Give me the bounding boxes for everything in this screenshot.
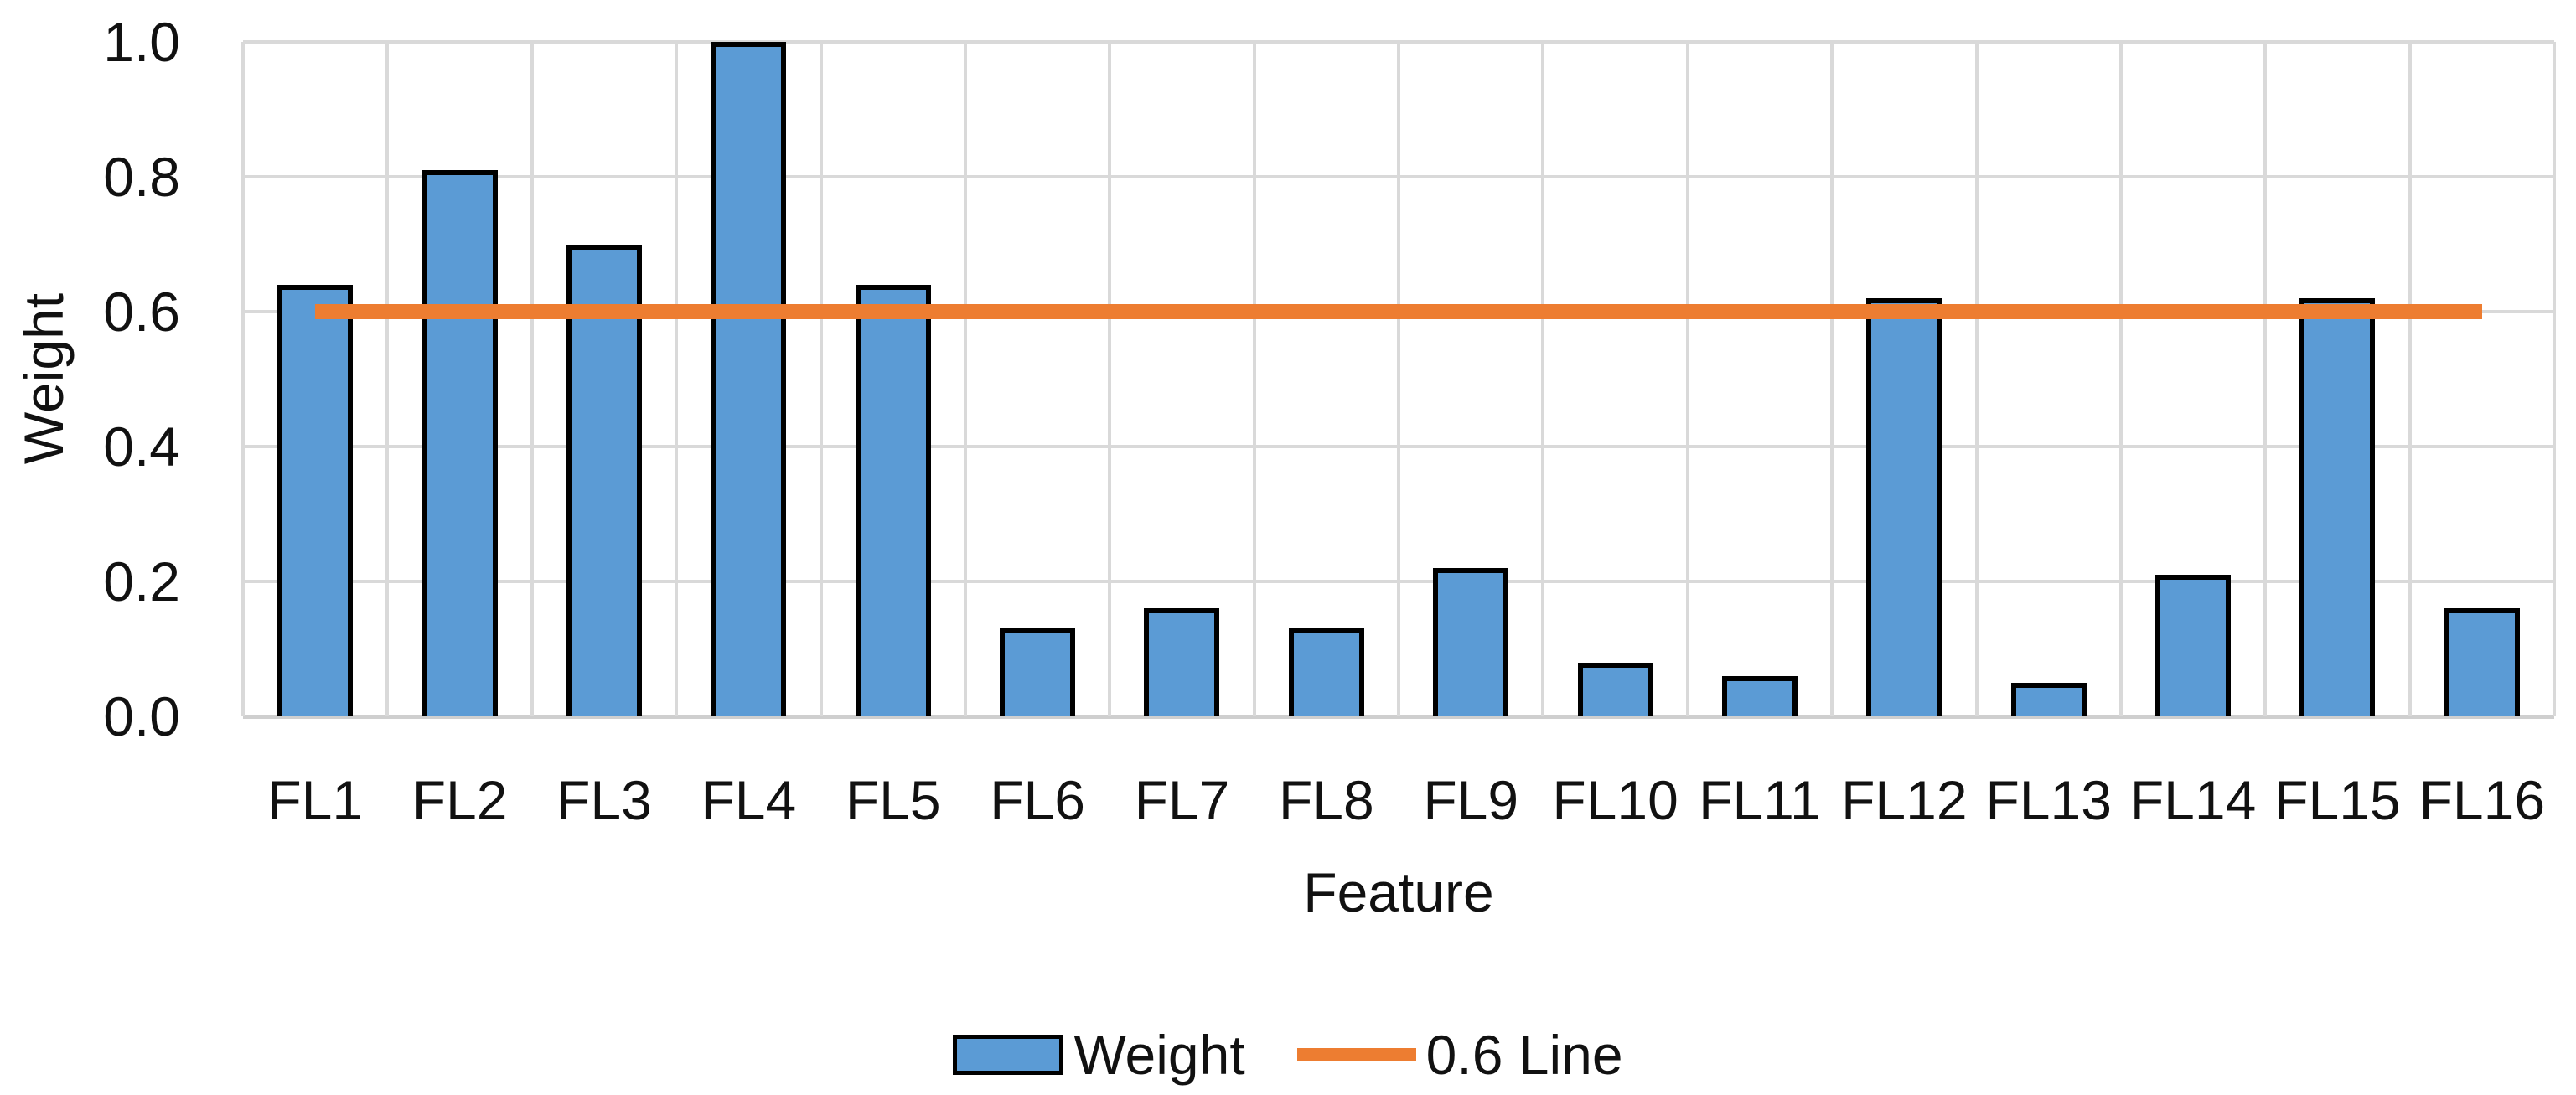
bar-FL10 bbox=[1577, 662, 1653, 716]
x-tick-label-FL5: FL5 bbox=[845, 769, 941, 831]
bar-FL2 bbox=[422, 169, 498, 716]
x-tick-label-FL3: FL3 bbox=[556, 769, 652, 831]
bar-FL1 bbox=[277, 284, 354, 716]
gridline-x-1 bbox=[385, 42, 390, 716]
x-tick-label-FL13: FL13 bbox=[1985, 769, 2112, 831]
gridline-y-0.0 bbox=[243, 715, 2554, 719]
bar-FL6 bbox=[1000, 628, 1076, 716]
x-tick-label-FL4: FL4 bbox=[701, 769, 797, 831]
y-tick-label-1.0: 1.0 bbox=[103, 11, 180, 73]
bar-FL11 bbox=[1721, 675, 1798, 716]
legend-label-line: 0.6 Line bbox=[1425, 1024, 1623, 1086]
gridline-x-2 bbox=[530, 42, 534, 716]
bar-FL16 bbox=[2444, 608, 2520, 716]
x-tick-label-FL7: FL7 bbox=[1134, 769, 1230, 831]
x-axis-title: Feature bbox=[1303, 861, 1494, 923]
reference-line-0.6 bbox=[315, 304, 2482, 319]
gridline-x-4 bbox=[819, 42, 823, 716]
bar-FL8 bbox=[1288, 628, 1364, 716]
legend-label-weight: Weight bbox=[1073, 1024, 1245, 1086]
gridline-x-11 bbox=[1830, 42, 1834, 716]
x-tick-label-FL8: FL8 bbox=[1278, 769, 1374, 831]
gridline-x-16 bbox=[2553, 42, 2556, 716]
gridline-x-12 bbox=[1974, 42, 1979, 716]
x-tick-label-FL1: FL1 bbox=[267, 769, 364, 831]
gridline-x-0 bbox=[241, 42, 245, 716]
legend-line-swatch bbox=[1296, 1048, 1416, 1061]
x-tick-label-FL12: FL12 bbox=[1841, 769, 1968, 831]
y-tick-label-0.4: 0.4 bbox=[103, 416, 180, 478]
y-tick-label-0.6: 0.6 bbox=[103, 281, 180, 343]
x-tick-label-FL11: FL11 bbox=[1699, 769, 1821, 831]
bar-FL14 bbox=[2155, 574, 2232, 716]
gridline-x-5 bbox=[963, 42, 967, 716]
y-tick-label-0.2: 0.2 bbox=[103, 550, 180, 612]
bar-FL4 bbox=[711, 42, 787, 716]
bar-FL5 bbox=[855, 284, 931, 716]
gridline-x-13 bbox=[2118, 42, 2123, 716]
y-axis-title: Weight bbox=[13, 292, 75, 465]
bar-FL13 bbox=[2010, 682, 2087, 716]
x-tick-label-FL10: FL10 bbox=[1552, 769, 1679, 831]
legend-bar-swatch bbox=[953, 1035, 1064, 1075]
y-tick-label-0.0: 0.0 bbox=[103, 685, 180, 747]
gridline-x-14 bbox=[2263, 42, 2268, 716]
bar-FL3 bbox=[566, 244, 642, 716]
bar-FL15 bbox=[2299, 297, 2376, 716]
gridline-x-8 bbox=[1397, 42, 1400, 716]
bar-FL12 bbox=[1866, 297, 1942, 716]
gridline-x-10 bbox=[1685, 42, 1689, 716]
gridline-x-9 bbox=[1541, 42, 1545, 716]
bar-FL9 bbox=[1433, 567, 1509, 716]
x-tick-label-FL15: FL15 bbox=[2274, 769, 2401, 831]
y-tick-label-0.8: 0.8 bbox=[103, 146, 180, 208]
x-tick-label-FL6: FL6 bbox=[990, 769, 1085, 831]
x-tick-label-FL14: FL14 bbox=[2129, 769, 2257, 831]
x-tick-label-FL9: FL9 bbox=[1423, 769, 1519, 831]
gridline-x-6 bbox=[1108, 42, 1112, 716]
x-tick-label-FL2: FL2 bbox=[411, 769, 508, 831]
gridline-x-7 bbox=[1252, 42, 1256, 716]
x-tick-label-FL16: FL16 bbox=[2418, 769, 2546, 831]
gridline-x-3 bbox=[675, 42, 679, 716]
gridline-x-15 bbox=[2408, 42, 2412, 716]
legend: Weight 0.6 Line bbox=[0, 1027, 2576, 1082]
bar-FL7 bbox=[1144, 608, 1220, 716]
